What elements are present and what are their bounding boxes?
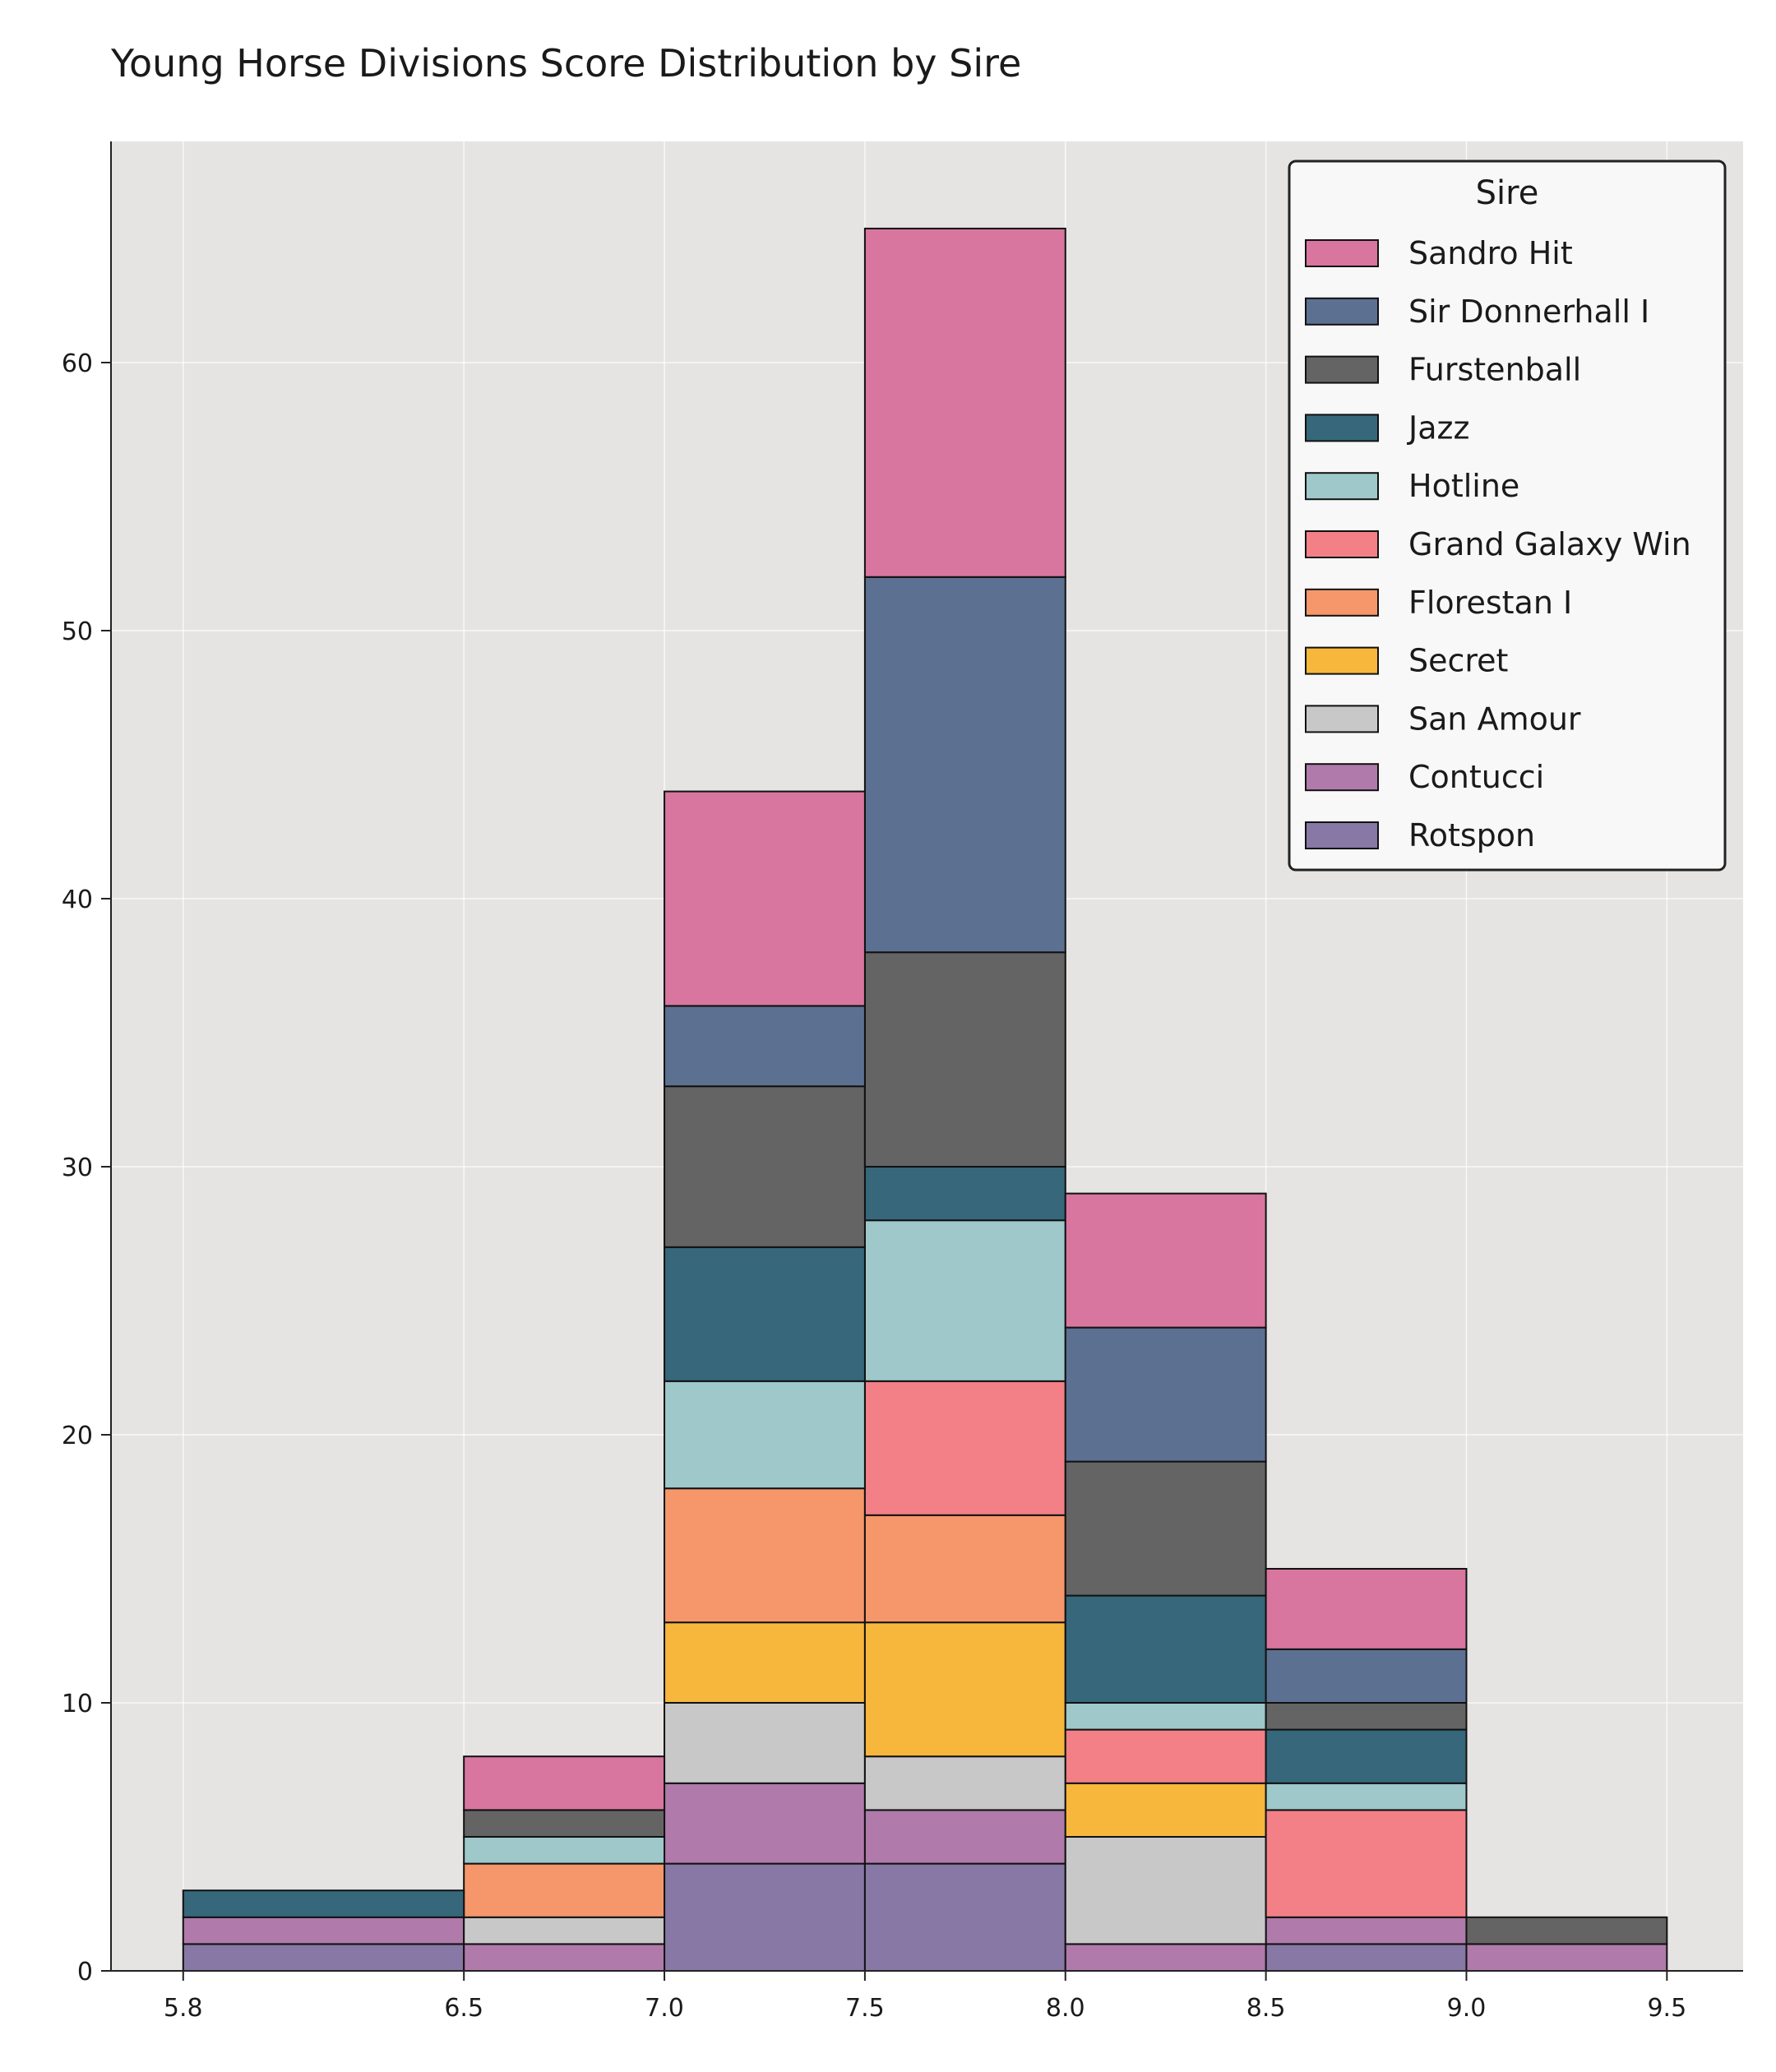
bar-contucci-bin-5 [1265,1916,1468,1945]
bar-contucci-bin-1 [463,1943,666,1972]
legend-label-sir-donnerhall-i: Sir Donnerhall I [1408,294,1649,330]
legend-swatch-jazz [1305,414,1379,442]
bar-contucci-bin-0 [182,1916,465,1945]
x-tick-label-5: 8.5 [1246,1994,1286,2023]
legend-box [1288,160,1727,872]
chart-title: Young Horse Divisions Score Distribution… [110,41,1021,86]
bar-florestan-i-bin-1 [463,1862,666,1918]
legend-swatch-secret [1305,646,1379,675]
bar-secret-bin-4 [1064,1782,1267,1838]
bar-sandro-hit-bin-3 [863,227,1066,578]
bar-florestan-i-bin-2 [664,1487,866,1624]
bar-rotspon-bin-3 [863,1862,1066,1973]
y-tick-label-2: 20 [62,1422,93,1450]
x-tick-label-3: 7.5 [845,1994,885,2023]
bar-furstenball-bin-3 [863,951,1066,1168]
bar-san-amour-bin-2 [664,1701,866,1784]
legend: Sire Sandro Hit Sir Donnerhall I Furstenbal… [1288,160,1727,872]
legend-label-jazz: Jazz [1407,409,1469,446]
bar-secret-bin-3 [863,1621,1066,1758]
bar-jazz-bin-3 [863,1165,1066,1222]
bar-hotline-bin-4 [1064,1701,1267,1731]
y-tick-label-3: 30 [62,1154,93,1182]
x-tick-label-7: 9.5 [1647,1994,1686,2023]
bar-jazz-bin-4 [1064,1594,1267,1704]
bar-rotspon-bin-2 [664,1862,866,1973]
bar-sir-donnerhall-i-bin-4 [1064,1326,1267,1463]
bar-rotspon-bin-0 [182,1943,465,1972]
bar-san-amour-bin-4 [1064,1835,1267,1945]
bar-furstenball-bin-6 [1465,1916,1668,1945]
bar-sir-donnerhall-i-bin-5 [1265,1648,1468,1704]
axes: 0 10 20 30 40 50 60 5.8 6.5 7.0 7.5 8.0 8.5 9.0 9.5 [62,141,1743,2023]
y-tick-label-0: 0 [77,1958,93,1986]
bar-rotspon-bin-5 [1265,1943,1468,1972]
bar-sandro-hit-bin-2 [664,790,866,1007]
bar-san-amour-bin-1 [463,1916,666,1945]
y-tick-label-6: 60 [62,349,93,378]
legend-label-sandro-hit: Sandro Hit [1408,235,1573,271]
bar-contucci-bin-3 [863,1809,1066,1865]
legend-swatch-sir-donnerhall-i [1305,297,1379,326]
legend-label-contucci: Contucci [1408,759,1544,795]
legend-swatch-furstenball [1305,355,1379,384]
bar-hotline-bin-3 [863,1219,1066,1382]
legend-swatch-hotline [1305,472,1379,501]
bar-contucci-bin-6 [1465,1943,1668,1972]
bar-sandro-hit-bin-5 [1265,1567,1468,1650]
bars [182,227,1668,1973]
bar-jazz-bin-0 [182,1889,465,1918]
legend-swatch-san-amour [1305,705,1379,733]
bar-furstenball-bin-2 [664,1085,866,1248]
legend-swatch-florestan-i [1305,588,1379,617]
bar-contucci-bin-2 [664,1782,866,1865]
bar-sir-donnerhall-i-bin-2 [664,1005,866,1088]
bar-jazz-bin-2 [664,1246,866,1382]
bar-hotline-bin-5 [1265,1782,1468,1811]
x-tick-label-0: 5.8 [164,1994,203,2023]
bar-furstenball-bin-1 [463,1809,666,1838]
legend-label-florestan-i: Florestan I [1408,585,1572,621]
y-tick-label-1: 10 [62,1690,93,1718]
y-tick-label-4: 40 [62,886,93,914]
legend-swatch-grand-galaxy-win [1305,530,1379,558]
bar-florestan-i-bin-3 [863,1514,1066,1624]
bar-sandro-hit-bin-1 [463,1755,666,1811]
bar-grand-galaxy-win-bin-5 [1265,1809,1468,1918]
bar-jazz-bin-5 [1265,1728,1468,1784]
legend-swatch-contucci [1305,763,1379,792]
bar-hotline-bin-1 [463,1835,666,1865]
bar-san-amour-bin-3 [863,1755,1066,1811]
legend-label-rotspon: Rotspon [1408,817,1535,853]
bar-hotline-bin-2 [664,1380,866,1490]
bar-secret-bin-2 [664,1621,866,1704]
legend-label-san-amour: San Amour [1408,701,1581,737]
legend-label-secret: Secret [1408,643,1508,679]
x-tick-label-6: 9.0 [1447,1994,1487,2023]
legend-title: Sire [1476,174,1539,212]
legend-label-grand-galaxy-win: Grand Galaxy Win [1408,526,1691,562]
x-tick-label-2: 7.0 [645,1994,684,2023]
bar-grand-galaxy-win-bin-3 [863,1380,1066,1516]
bar-sandro-hit-bin-4 [1064,1192,1267,1329]
legend-label-furstenball: Furstenball [1408,352,1581,388]
x-tick-label-4: 8.0 [1046,1994,1085,2023]
legend-swatch-rotspon [1305,821,1379,849]
y-tick-label-5: 50 [62,617,93,646]
bar-furstenball-bin-4 [1064,1460,1267,1597]
bar-sir-donnerhall-i-bin-3 [863,576,1066,954]
bar-furstenball-bin-5 [1265,1701,1468,1731]
legend-label-hotline: Hotline [1408,468,1519,504]
bar-contucci-bin-4 [1064,1943,1267,1972]
bar-grand-galaxy-win-bin-4 [1064,1728,1267,1784]
x-tick-label-1: 6.5 [444,1994,483,2023]
legend-swatch-sandro-hit [1305,239,1379,267]
